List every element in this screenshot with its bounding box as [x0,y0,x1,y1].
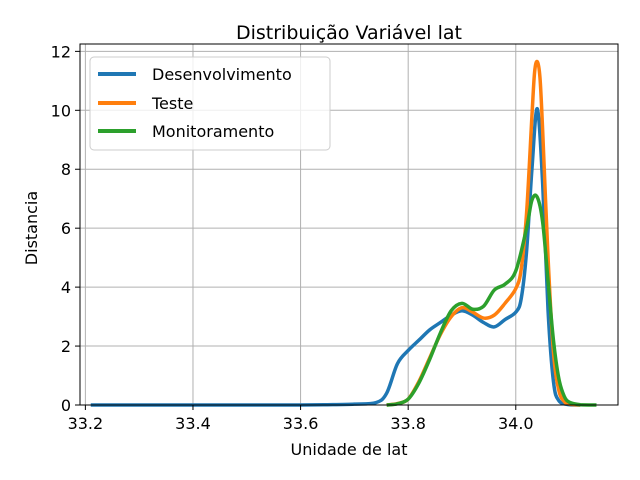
series-line-monitoramento [386,193,597,407]
x-tick-label: 33.6 [283,414,319,433]
y-tick-label: 2 [61,337,71,356]
legend-label-desenvolvimento: Desenvolvimento [152,65,292,84]
legend-box [89,56,331,151]
x-tick-label: 33.4 [175,414,211,433]
x-axis: 33.2 33.4 33.6 33.8 34.0 [68,405,534,433]
legend-label-teste: Teste [151,94,193,113]
chart-title: Distribuição Variável lat [236,22,462,44]
legend-label-monitoramento: Monitoramento [152,122,274,141]
x-axis-label: Unidade de lat [291,440,408,459]
y-axis-label: Distancia [22,191,41,265]
y-tick-label: 12 [51,42,71,61]
plot-frame [79,43,619,406]
x-tick-label: 33.8 [390,414,426,433]
x-tick-label: 34.0 [498,414,534,433]
y-tick-label: 6 [61,219,71,238]
x-tick-label: 33.2 [68,414,104,433]
y-tick-label: 10 [51,101,71,120]
y-axis: 0 2 4 6 8 10 12 [51,42,80,415]
y-tick-label: 0 [61,396,71,415]
y-tick-label: 4 [61,278,71,297]
y-tick-label: 8 [61,160,71,179]
legend: Desenvolvimento Teste Monitoramento [89,56,331,151]
